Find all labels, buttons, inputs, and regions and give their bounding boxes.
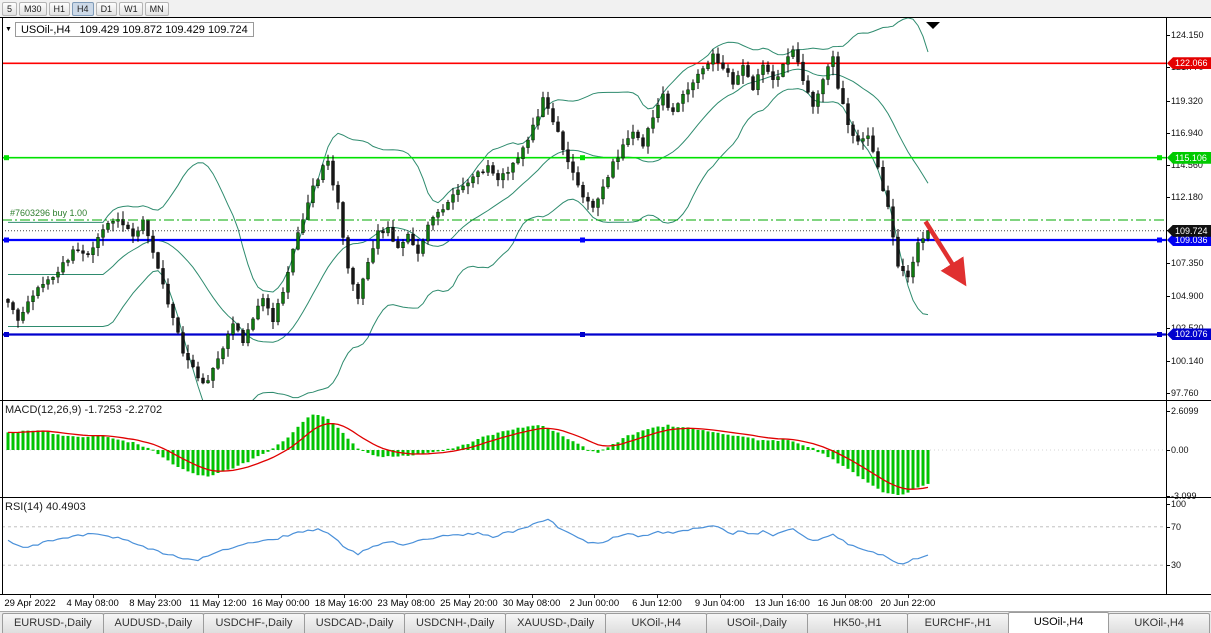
time-axis-label: 29 Apr 2022 [4, 598, 56, 609]
rsi-indicator-chart[interactable] [0, 498, 1166, 594]
chart-tab-bar: EURUSD-,Daily AUDUSD-,Daily USDCHF-,Daily U… [0, 611, 1211, 633]
price-tick-label: 124.150 [1167, 30, 1204, 40]
price-level-label[interactable]: 102.076 [1167, 328, 1211, 341]
line-handle[interactable] [1157, 332, 1162, 337]
price-tick-label: 104.900 [1167, 291, 1204, 302]
chart-tab-usoil-h4[interactable]: USOil-,H4 [1007, 612, 1110, 633]
price-tick-label: 114.560 [1167, 160, 1203, 171]
chart-tab-hk50-h1[interactable]: HK50-,H1 [806, 613, 909, 633]
oneclick-collapse-icon[interactable]: ▼ [5, 26, 12, 33]
timeframe-button-m30[interactable]: M30 [19, 1, 47, 16]
time-axis-label: 2 Jun 00:00 [569, 598, 620, 609]
time-axis-label: 9 Jun 04:00 [694, 598, 745, 609]
timeframe-button-h4[interactable]: H4 [72, 1, 94, 16]
price-tick-label: 97.760 [1167, 388, 1199, 398]
chart-frame-bottom [0, 594, 1211, 595]
chart-frame-left [2, 17, 3, 594]
bollinger-bands [8, 18, 929, 400]
chart-tab-eurchf-h1[interactable]: EURCHF-,H1 [907, 613, 1009, 633]
time-axis-label: 23 May 08:00 [377, 598, 435, 609]
time-axis-label: 30 May 08:00 [502, 598, 561, 609]
time-axis-label: 8 May 23:00 [129, 598, 182, 609]
macd-signal-line [7, 422, 929, 490]
line-handle[interactable] [580, 155, 585, 161]
chart-shift-icon[interactable] [926, 22, 940, 29]
chart-tab-eurusd-daily[interactable]: EURUSD-,Daily [2, 613, 104, 633]
rsi-line [7, 518, 929, 565]
macd-indicator-chart[interactable] [0, 401, 1166, 497]
line-handle[interactable] [4, 155, 9, 161]
rsi-value: 40.4903 [45, 501, 86, 513]
timeframe-button-w1[interactable]: W1 [119, 1, 143, 16]
price-level-label[interactable]: 115.106 [1167, 151, 1211, 164]
sell-arrow-annotation[interactable] [923, 220, 967, 287]
chart-frame-top [0, 17, 1211, 18]
chart-tab-usdcad-daily[interactable]: USDCAD-,Daily [303, 613, 406, 633]
time-axis-label: 16 Jun 08:00 [817, 598, 873, 609]
chart-tab-xauusd-daily[interactable]: XAUUSD-,Daily [504, 613, 607, 633]
horizontal-level-lines[interactable] [2, 62, 1166, 336]
macd-histogram [6, 414, 930, 495]
line-handle[interactable] [1157, 237, 1162, 243]
macd-label: MACD(12,26,9) -1.7253 -2.2702 [5, 404, 162, 416]
chart-symbol-period: USOil-,H4 [20, 24, 71, 36]
rsi-name: RSI(14) [5, 501, 43, 513]
price-level-label[interactable]: 109.036 [1167, 234, 1211, 247]
price-tick-label: 102.520 [1167, 323, 1204, 334]
time-axis-label: 13 Jun 16:00 [754, 598, 810, 609]
time-axis-label: 11 May 12:00 [189, 598, 247, 609]
chart-tab-usdcnh-daily[interactable]: USDCNH-,Daily [404, 613, 506, 633]
line-handle[interactable] [1157, 155, 1162, 161]
line-handle[interactable] [4, 237, 9, 243]
time-axis-label: 16 May 00:00 [252, 598, 310, 609]
chart-tab-usoil-daily[interactable]: USOil-,Daily [706, 613, 808, 633]
line-handle[interactable] [4, 332, 9, 337]
macd-name: MACD(12,26,9) [5, 404, 82, 416]
line-handle[interactable] [580, 332, 585, 337]
chart-header: ▼ USOil-,H4 109.429 109.872 109.429 109.… [5, 22, 254, 37]
chart-title-box: USOil-,H4 109.429 109.872 109.429 109.72… [14, 22, 254, 37]
main-price-chart[interactable] [0, 18, 1166, 400]
timeframe-button-h1[interactable]: H1 [48, 1, 71, 16]
rsi-tick-label: 70 [1166, 521, 1182, 532]
time-axis-label: 6 Jun 12:00 [632, 598, 682, 609]
chart-tab-ukoil-h4[interactable]: UKOil-,H4 [1108, 613, 1210, 633]
chart-tab-ukoil-h4[interactable]: UKOil-,H4 [605, 613, 708, 633]
price-tick-label: 116.940 [1167, 127, 1203, 138]
time-axis-label: 20 Jun 22:00 [880, 598, 936, 609]
price-scale-separator [1166, 17, 1167, 594]
price-tick-label: 112.180 [1167, 192, 1203, 203]
line-handle[interactable] [580, 237, 585, 243]
price-tick-label: 100.140 [1167, 355, 1204, 366]
macd-tick-label: 0.00 [1167, 445, 1189, 455]
rsi-tick-label: 100 [1166, 499, 1187, 509]
chart-ohlc: 109.429 109.872 109.429 109.724 [79, 24, 248, 36]
timeframe-button-mn[interactable]: MN [144, 1, 169, 16]
rsi-tick-label: 30 [1166, 560, 1182, 571]
rsi-label: RSI(14) 40.4903 [5, 501, 86, 513]
buy-order-label[interactable]: #7603296 buy 1.00 [10, 208, 88, 219]
time-axis-label: 25 May 20:00 [440, 598, 498, 609]
macd-tick-label: -3.099 [1167, 490, 1197, 501]
price-tick-label: 107.350 [1167, 257, 1204, 268]
macd-tick-label: 2.6099 [1167, 406, 1199, 417]
timeframe-toolbar: 5 M30 H1 H4 D1 W1 MN [0, 0, 1211, 17]
timeframe-button-d1[interactable]: D1 [95, 1, 118, 16]
current-price-label[interactable]: 109.724 [1167, 224, 1211, 237]
panel-divider[interactable] [0, 497, 1211, 498]
chart-tab-audusd-daily[interactable]: AUDUSD-,Daily [102, 613, 205, 633]
chart-tab-usdchf-daily[interactable]: USDCHF-,Daily [203, 613, 305, 633]
time-axis-label: 4 May 08:00 [66, 598, 119, 609]
time-axis-label: 18 May 16:00 [314, 598, 373, 609]
price-level-label[interactable]: 122.066 [1167, 57, 1211, 70]
candlesticks [6, 42, 930, 388]
price-scale-column[interactable]: 124.150121.770119.320116.940114.560112.1… [1166, 18, 1211, 594]
timeframe-button-5[interactable]: 5 [2, 1, 18, 16]
time-axis[interactable]: 29 Apr 2022 4 May 08:00 8 May 23:00 11 May … [0, 595, 1166, 611]
price-tick-label: 119.320 [1167, 95, 1203, 106]
macd-values: -1.7253 -2.2702 [84, 404, 163, 416]
panel-divider[interactable] [0, 400, 1211, 401]
